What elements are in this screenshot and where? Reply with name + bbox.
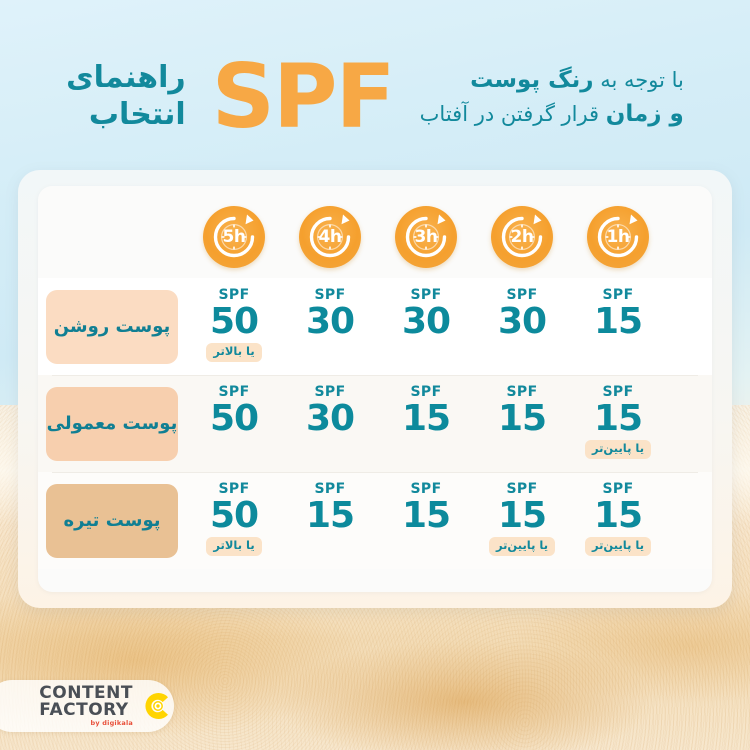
clock-arrow-icon: 4h: [299, 206, 361, 268]
skin-type-cell: پوست روشن: [38, 289, 186, 364]
duration-cell: 5h: [186, 206, 282, 268]
skin-type-badge: پوست معمولی: [46, 386, 178, 461]
page-title-line2: انتخاب: [88, 97, 186, 132]
spf-value: 15: [497, 398, 547, 440]
table-row: پوست معمولی SPF 50 SPF 30 SPF 15 SPF 15 SPF 15 یا پ…: [38, 375, 712, 472]
brand-line-1: CONTENT: [39, 683, 133, 704]
spf-label: SPF: [218, 384, 250, 400]
duration-header-row: 5h 4h 3h 2h 1h: [38, 196, 712, 278]
skin-type-badge: پوست تیره: [46, 483, 178, 558]
spf-value: 30: [497, 301, 547, 343]
clock-arrow-icon: 2h: [491, 206, 553, 268]
spf-note-badge: یا پایین‌تر: [584, 440, 652, 459]
spf-value: 15: [401, 495, 451, 537]
header: راهنمای انتخاب SPF با توجه به رنگ پوست و…: [0, 38, 750, 156]
subtitle-line-2: و زمان قرار گرفتن در آفتاب: [420, 97, 684, 132]
spf-value: 15: [305, 495, 355, 537]
spf-value: 50: [209, 398, 259, 440]
spf-label: SPF: [410, 287, 442, 303]
spf-label: SPF: [506, 287, 538, 303]
spf-wordmark: SPF: [211, 45, 396, 149]
brand-line-3: by digikala: [90, 719, 133, 728]
spf-value-cell: SPF 15: [378, 375, 474, 472]
spf-note-badge: یا پایین‌تر: [584, 537, 652, 556]
spf-value: 50: [209, 495, 259, 537]
spf-value-cell: SPF 15: [378, 472, 474, 569]
spf-note-badge: یا پایین‌تر: [488, 537, 556, 556]
duration-label: 1h: [606, 226, 630, 247]
subtitle-line1-plain: با توجه به: [593, 67, 684, 92]
spf-value-cell: SPF 15: [282, 472, 378, 569]
spf-label: SPF: [218, 287, 250, 303]
subtitle: با توجه به رنگ پوست و زمان قرار گرفتن در…: [420, 63, 684, 132]
skin-type-badge: پوست روشن: [46, 289, 178, 364]
spf-value: 15: [401, 398, 451, 440]
page-title-line1: راهنمای: [66, 60, 186, 96]
subtitle-line1-bold: رنگ پوست: [470, 66, 594, 93]
subtitle-line2-bold: و زمان: [605, 101, 684, 127]
skin-type-cell: پوست تیره: [38, 483, 186, 558]
spf-value: 50: [209, 301, 259, 343]
duration-label: 4h: [318, 226, 342, 247]
spf-note-badge: یا بالاتر: [206, 537, 262, 556]
spf-label: SPF: [314, 384, 346, 400]
spf-value: 15: [593, 495, 643, 537]
spf-label: SPF: [314, 287, 346, 303]
brand-logo-text: CONTENT FACTORY by digikala: [39, 685, 133, 727]
spf-label: SPF: [506, 481, 538, 497]
spf-label: SPF: [410, 481, 442, 497]
brand-line-2: FACTORY: [39, 700, 129, 721]
page-title: راهنمای انتخاب: [66, 60, 186, 133]
table-row: پوست تیره SPF 50 یا بالاتر SPF 15 SPF 15 SPF 15 یا…: [38, 472, 712, 569]
spf-value-cell: SPF 15 یا پایین‌تر: [570, 375, 666, 472]
duration-cell: 4h: [282, 206, 378, 268]
spf-label: SPF: [314, 481, 346, 497]
spf-value: 15: [593, 301, 643, 343]
duration-label: 3h: [414, 226, 438, 247]
spf-value-cell: SPF 15: [570, 278, 666, 375]
spf-label: SPF: [602, 287, 634, 303]
spf-note-badge: یا بالاتر: [206, 343, 262, 362]
spf-value-cell: SPF 15 یا پایین‌تر: [570, 472, 666, 569]
spf-label: SPF: [602, 481, 634, 497]
spf-value-cell: SPF 15 یا پایین‌تر: [474, 472, 570, 569]
spf-value-cell: SPF 50 یا بالاتر: [186, 278, 282, 375]
subtitle-line2-plain: قرار گرفتن در آفتاب: [419, 102, 606, 126]
spf-label: SPF: [602, 384, 634, 400]
duration-cell: 2h: [474, 206, 570, 268]
duration-cell: 3h: [378, 206, 474, 268]
spf-label: SPF: [506, 384, 538, 400]
spf-value-cell: SPF 50 یا بالاتر: [186, 472, 282, 569]
spf-table: پوست روشن SPF 50 یا بالاتر SPF 30 SPF 30 SPF 30 SP…: [38, 278, 712, 574]
spf-value-cell: SPF 30: [282, 278, 378, 375]
spf-value: 30: [305, 398, 355, 440]
duration-label: 5h: [222, 226, 246, 247]
spf-value-cell: SPF 30: [378, 278, 474, 375]
spf-value: 15: [593, 398, 643, 440]
spf-value-cell: SPF 30: [282, 375, 378, 472]
spf-label: SPF: [218, 481, 250, 497]
duration-label: 2h: [510, 226, 534, 247]
clock-arrow-icon: 5h: [203, 206, 265, 268]
spf-label: SPF: [410, 384, 442, 400]
content-factory-c-icon: [142, 690, 174, 722]
spf-value: 30: [401, 301, 451, 343]
spf-value-cell: SPF 15: [474, 375, 570, 472]
subtitle-line-1: با توجه به رنگ پوست: [420, 63, 684, 98]
spf-value-cell: SPF 50: [186, 375, 282, 472]
duration-cell: 1h: [570, 206, 666, 268]
clock-arrow-icon: 3h: [395, 206, 457, 268]
clock-arrow-icon: 1h: [587, 206, 649, 268]
skin-type-cell: پوست معمولی: [38, 386, 186, 461]
spf-value: 15: [497, 495, 547, 537]
spf-value: 30: [305, 301, 355, 343]
spf-value-cell: SPF 30: [474, 278, 570, 375]
table-row: پوست روشن SPF 50 یا بالاتر SPF 30 SPF 30 SPF 30 SP…: [38, 278, 712, 375]
brand-logo: CONTENT FACTORY by digikala: [0, 680, 174, 732]
